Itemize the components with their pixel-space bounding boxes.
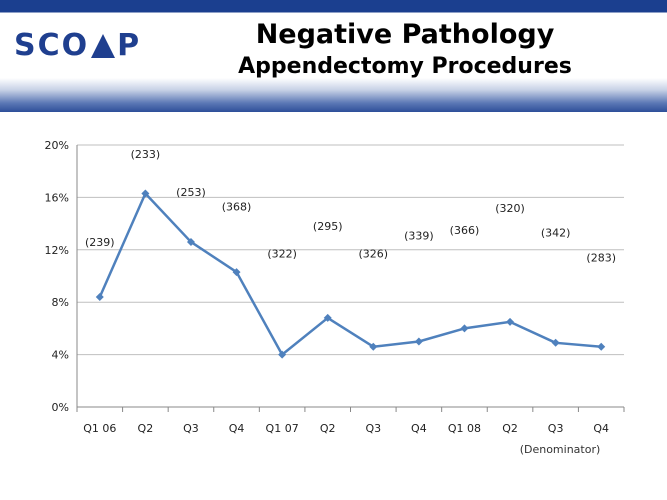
x-tick-label: Q1 06 bbox=[83, 422, 116, 435]
x-tick-label: Q3 bbox=[365, 422, 381, 435]
data-point-marker bbox=[551, 338, 560, 347]
denominator-label: (320) bbox=[495, 202, 525, 215]
x-tick-label: Q1 07 bbox=[266, 422, 299, 435]
x-tick-label: Q1 08 bbox=[448, 422, 481, 435]
y-tick-label: 12% bbox=[45, 244, 69, 257]
logo-triangle-icon bbox=[91, 34, 116, 58]
denominator-label: (239) bbox=[85, 236, 115, 249]
y-tick-label: 20% bbox=[45, 139, 69, 152]
series-line bbox=[98, 192, 602, 356]
data-point-marker bbox=[95, 292, 104, 301]
y-tick-label: 4% bbox=[52, 349, 69, 362]
series-lines bbox=[95, 189, 606, 359]
denominator-label: (342) bbox=[541, 227, 571, 240]
x-tick-label: Q2 bbox=[502, 422, 518, 435]
data-point-marker bbox=[597, 342, 606, 351]
x-tick-label: Q2 bbox=[138, 422, 154, 435]
data-point-marker bbox=[369, 342, 378, 351]
denominator-label: (326) bbox=[358, 248, 388, 261]
y-tick-label: 16% bbox=[45, 191, 69, 204]
x-tick-label: Q3 bbox=[548, 422, 564, 435]
data-point-marker bbox=[460, 324, 469, 333]
denominator-label: (322) bbox=[267, 248, 297, 261]
data-point-marker bbox=[323, 313, 332, 322]
slide-title: Negative Pathology Appendectomy Procedur… bbox=[190, 18, 620, 82]
denominator-label: (283) bbox=[586, 252, 616, 265]
x-tick-label: Q3 bbox=[183, 422, 199, 435]
data-point-marker bbox=[141, 189, 150, 198]
data-labels: (239) (233) (253) (368) (322) (295) (326) (339)… bbox=[85, 148, 616, 264]
data-point-marker bbox=[278, 350, 287, 359]
logo-text-left: SCO bbox=[14, 28, 90, 63]
x-tick-label: Q4 bbox=[411, 422, 427, 435]
y-tick-label: 8% bbox=[52, 296, 69, 309]
y-tick-label: 0% bbox=[52, 401, 69, 414]
chart-title: Negative Pathology bbox=[255, 19, 555, 50]
logo-text-right: P bbox=[117, 28, 142, 63]
data-point-marker bbox=[232, 268, 241, 277]
data-point-marker bbox=[186, 237, 195, 246]
x-tick-label: Q4 bbox=[593, 422, 609, 435]
denominator-label: (233) bbox=[131, 148, 161, 161]
data-point-marker bbox=[506, 317, 515, 326]
x-tick-label: Q4 bbox=[229, 422, 245, 435]
scoap-logo: SCO P bbox=[14, 28, 141, 63]
denominator-label: (368) bbox=[222, 201, 252, 214]
data-point-marker bbox=[414, 337, 423, 346]
x-tick-label: Q2 bbox=[320, 422, 336, 435]
chart-subtitle: Appendectomy Procedures bbox=[238, 54, 572, 79]
denominator-note: (Denominator) bbox=[520, 443, 601, 456]
gridlines bbox=[77, 144, 624, 356]
denominator-label: (253) bbox=[176, 186, 206, 199]
denominator-label: (339) bbox=[404, 229, 434, 242]
denominator-label: (366) bbox=[450, 224, 480, 237]
denominator-label: (295) bbox=[313, 220, 343, 233]
axes: 0% 4% 8% 12% 16% 20% Q1 06 Q2 Q3 Q4 Q1 07 Q2 Q3 Q4 Q1 … bbox=[45, 139, 625, 435]
